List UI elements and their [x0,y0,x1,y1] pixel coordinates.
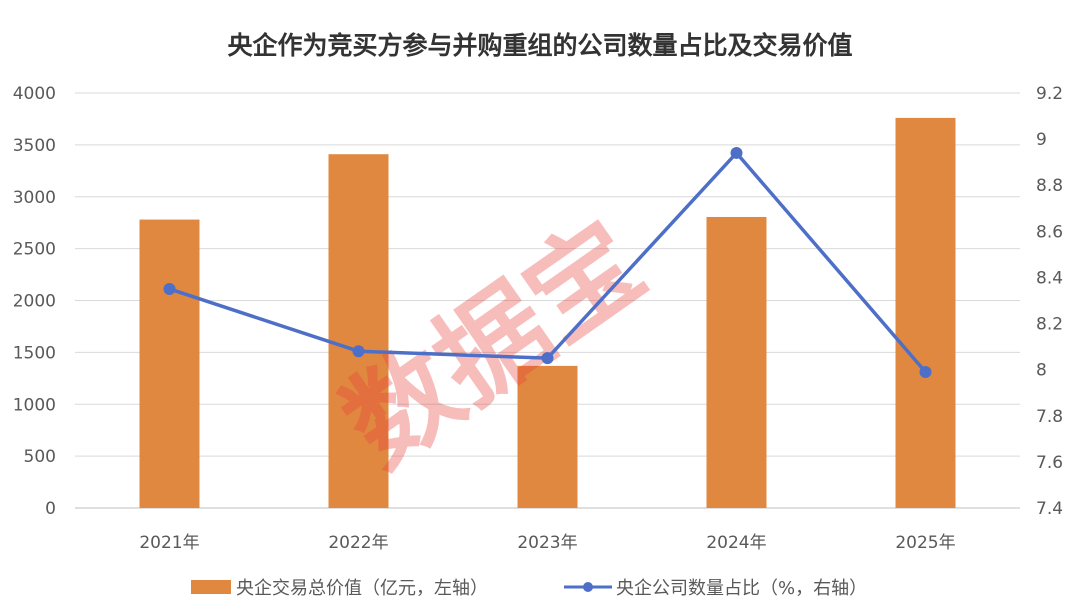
right-axis-tick: 8.2 [1036,315,1063,335]
left-axis-tick: 500 [24,447,56,467]
right-axis-tick: 7.6 [1036,453,1063,473]
bar [895,117,956,509]
line-series [163,146,932,378]
legend: 央企交易总价值（亿元，左轴） 央企公司数量占比（%，右轴） [191,578,867,599]
right-axis-tick: 8.6 [1036,222,1063,242]
left-axis-tick: 3500 [13,136,56,156]
legend-label-line: 央企公司数量占比（%，右轴） [616,578,867,599]
left-axis-tick: 3000 [13,188,56,208]
right-axis-tick: 8 [1036,361,1047,381]
right-axis-tick: 8.8 [1036,176,1063,196]
legend-swatch-marker [583,582,593,592]
right-axis-tick: 8.4 [1036,268,1063,288]
left-axis-tick: 2000 [13,292,56,312]
bar-series [139,117,956,509]
x-axis-tick: 2022年 [328,533,388,553]
right-axis-tick: 9 [1036,130,1047,150]
right-axis-tick: 7.8 [1036,407,1063,427]
x-axis-tick: 2024年 [706,533,766,553]
line-point [919,365,932,378]
bar [706,216,767,508]
right-axis-tick: 9.2 [1036,84,1063,104]
left-axis-tick: 1500 [13,343,56,363]
bar [139,219,200,508]
x-axis-tick: 2025年 [895,533,955,553]
x-axis-tick: 2023年 [517,533,577,553]
line-point [541,352,554,365]
line-point [352,345,365,358]
gridlines [75,92,1020,509]
axis-ticks: 0 500 1000 1500 2000 2500 3000 3500 4000 7.4 7.6 7.… [13,84,1063,553]
left-axis-tick: 2500 [13,240,56,260]
right-axis-tick: 7.4 [1036,499,1063,519]
line-point [730,146,743,159]
line-point [163,282,176,295]
legend-swatch-bar [191,580,231,594]
chart-title: 央企作为竞买方参与并购重组的公司数量占比及交易价值 [227,31,852,60]
left-axis-tick: 4000 [13,84,56,104]
x-axis-tick: 2021年 [139,533,199,553]
bar [328,154,389,508]
left-axis-tick: 0 [45,499,56,519]
bar [517,365,578,508]
legend-label-bar: 央企交易总价值（亿元，左轴） [236,578,488,599]
left-axis-tick: 1000 [13,395,56,415]
